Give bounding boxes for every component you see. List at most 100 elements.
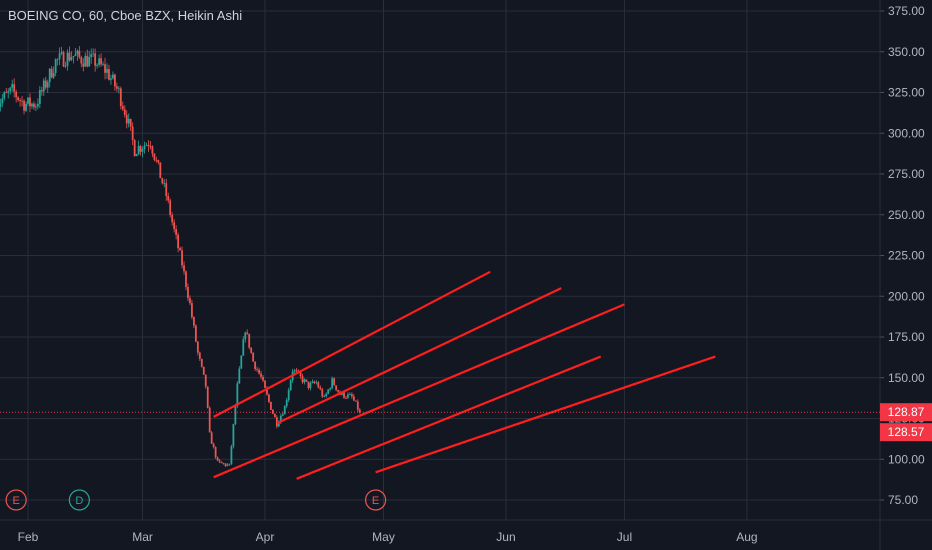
candle-body (187, 286, 189, 299)
candle-body (226, 464, 229, 466)
candle-body (242, 339, 245, 356)
candle-body (15, 91, 18, 98)
price-label: 128.57 (888, 425, 925, 439)
candle-body (82, 63, 85, 67)
candle-body (352, 396, 355, 401)
candle-body (13, 84, 16, 92)
trendline-4[interactable] (296, 355, 602, 480)
candle-body (193, 317, 195, 326)
y-tick-label: 75.00 (888, 493, 918, 507)
candle-body (9, 87, 12, 92)
candle-body (110, 78, 112, 80)
candle-body (78, 50, 81, 58)
y-tick-label: 200.00 (888, 289, 925, 303)
candle-body (277, 422, 280, 427)
candle-body (270, 401, 272, 410)
trendline-2[interactable] (276, 287, 562, 425)
candle-body (108, 69, 110, 80)
candle-body (102, 64, 104, 66)
candle-body (206, 386, 209, 408)
candle-body (212, 443, 215, 448)
candle-body (208, 407, 211, 433)
candle-body (163, 183, 166, 184)
candle-body (356, 401, 359, 410)
candle-body (272, 409, 274, 414)
candle-body (23, 100, 25, 111)
candle-body (234, 405, 237, 425)
candle-body (305, 379, 308, 382)
event-marker-label: E (12, 495, 19, 507)
candle-body (121, 106, 124, 110)
y-tick-label: 350.00 (888, 45, 925, 59)
candle-body (256, 369, 258, 370)
candle-body (133, 139, 136, 157)
candle-body (287, 390, 290, 400)
dividend-marker[interactable] (68, 489, 90, 511)
candle-body (354, 400, 357, 402)
earnings-marker[interactable] (365, 489, 387, 511)
candle-body (325, 393, 328, 397)
candle-body (159, 162, 162, 179)
trendline-5[interactable] (375, 355, 716, 474)
candle-body (94, 53, 97, 66)
candle-body (115, 86, 118, 89)
candle-body (106, 69, 108, 73)
candle-body (7, 91, 10, 93)
candle-body (331, 378, 334, 389)
trendline-1[interactable] (213, 270, 491, 418)
candle-body (117, 88, 120, 90)
candle-body (210, 432, 213, 444)
candle-body (183, 265, 185, 272)
candle-body (76, 50, 79, 55)
candle-body (17, 97, 20, 101)
candle-body (228, 463, 231, 465)
y-tick-label: 225.00 (888, 249, 925, 263)
candle-body (189, 298, 191, 304)
candle-body (141, 149, 144, 152)
candle-body (283, 406, 286, 415)
trendline-3[interactable] (213, 303, 625, 479)
x-tick-label: Mar (132, 530, 153, 544)
x-tick-label: Jun (496, 530, 515, 544)
candle-body (216, 457, 219, 461)
candle-body (96, 64, 99, 66)
candle-body (151, 146, 154, 154)
candle-body (21, 100, 23, 102)
candle-body (313, 381, 316, 384)
candle-body (66, 52, 69, 66)
candle-body (84, 55, 87, 67)
price-label: 128.87 (888, 405, 925, 419)
earnings-marker[interactable] (5, 489, 27, 511)
candle-body (169, 200, 172, 215)
x-tick-label: Jul (617, 530, 632, 544)
candle-body (262, 376, 264, 381)
x-tick-label: Feb (18, 530, 39, 544)
candle-body (155, 159, 158, 161)
candle-body (275, 417, 278, 427)
candle-body (88, 57, 91, 67)
candle-body (230, 446, 233, 464)
candle-body (29, 97, 31, 107)
candle-body (315, 382, 318, 384)
candle-body (358, 409, 361, 413)
candle-body (264, 380, 266, 388)
price-label-box (880, 423, 932, 442)
y-tick-label: 250.00 (888, 208, 925, 222)
candle-body (131, 126, 134, 140)
candle-body (240, 355, 243, 369)
candle-body (279, 415, 282, 423)
candle-body (31, 103, 33, 107)
candle-body (70, 57, 73, 61)
candle-body (143, 145, 146, 150)
x-tick-label: May (372, 530, 395, 544)
event-marker-label: E (372, 495, 379, 507)
candle-body (3, 92, 6, 99)
candle-body (285, 399, 288, 407)
candle-body (161, 178, 164, 184)
candle-body (19, 100, 21, 101)
candle-body (139, 146, 142, 152)
y-tick-label: 275.00 (888, 167, 925, 181)
candle-body (171, 214, 174, 223)
candle-body (349, 394, 351, 396)
